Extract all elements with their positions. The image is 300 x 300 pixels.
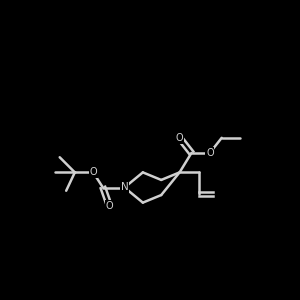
Text: N: N — [121, 182, 128, 193]
Text: O: O — [176, 133, 183, 143]
Text: O: O — [206, 148, 214, 158]
Text: O: O — [106, 201, 113, 211]
Text: O: O — [89, 167, 97, 177]
